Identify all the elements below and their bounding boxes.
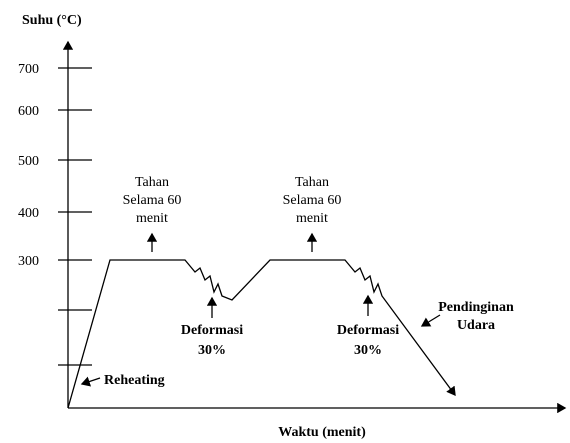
process-line <box>67 259 456 409</box>
annotation: menit <box>136 211 168 226</box>
y-axis-label: Suhu (°C) <box>22 13 82 28</box>
y-tick-label: 300 <box>18 254 39 269</box>
tick-marks <box>58 67 92 366</box>
annotation: 30% <box>354 343 382 358</box>
annotation: Selama 60 <box>283 193 342 208</box>
annotation: menit <box>296 211 328 226</box>
y-tick-label: 700 <box>18 62 39 77</box>
y-tick-label: 400 <box>18 206 39 221</box>
arrow <box>420 314 441 327</box>
annotation: Selama 60 <box>123 193 182 208</box>
annotation: Deformasi <box>181 323 243 338</box>
annotation: Pendinginan <box>438 300 514 315</box>
y-tick-label: 500 <box>18 154 39 169</box>
annotation: 30% <box>198 343 226 358</box>
annotation: Udara <box>457 318 495 333</box>
arrow <box>80 376 101 387</box>
annotation: Reheating <box>104 373 165 388</box>
annotation: Tahan <box>295 175 329 190</box>
annotation: Deformasi <box>337 323 399 338</box>
annotation: Tahan <box>135 175 169 190</box>
x-axis-label: Waktu (menit) <box>278 425 366 440</box>
y-tick-label: 600 <box>18 104 39 119</box>
